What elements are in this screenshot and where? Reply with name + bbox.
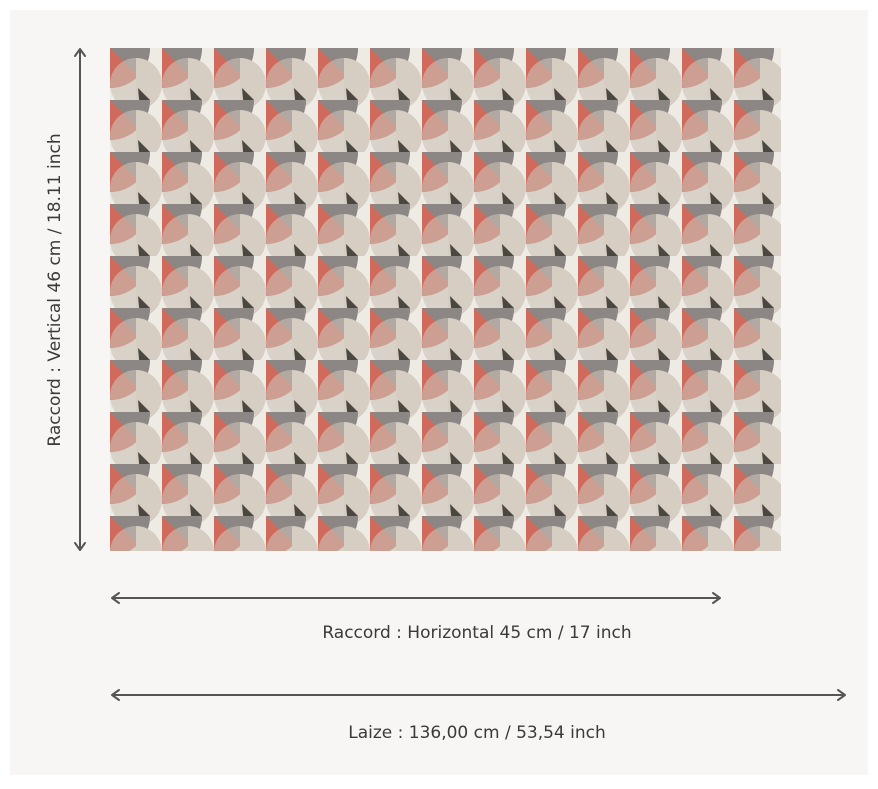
width-label: Laize : 136,00 cm / 53,54 inch [348,723,606,743]
horizontal-arrow [111,592,721,604]
vertical-label: Raccord : Vertical 46 cm / 18.11 inch [45,133,65,446]
vertical-arrow [74,48,86,551]
fabric-pattern [110,48,781,551]
horizontal-label: Raccord : Horizontal 45 cm / 17 inch [322,623,631,643]
width-arrow [111,689,846,701]
